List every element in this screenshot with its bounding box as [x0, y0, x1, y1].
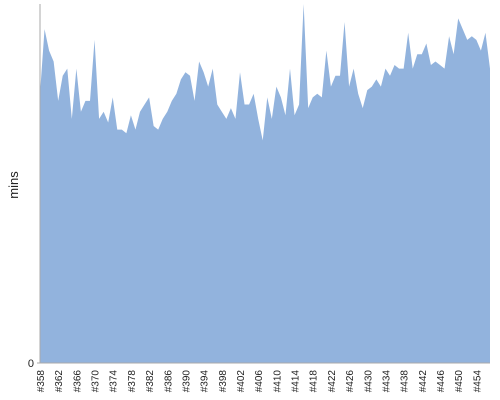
- x-tick-label: #390: [181, 370, 192, 393]
- x-tick-label: #374: [109, 370, 120, 393]
- x-tick-label: #410: [272, 370, 283, 393]
- x-tick-label: #414: [291, 370, 302, 393]
- x-tick-label: #430: [363, 370, 374, 393]
- y-axis-label: mins: [6, 171, 21, 199]
- x-tick-label: #362: [54, 370, 65, 393]
- x-tick-label: #394: [200, 370, 211, 393]
- x-tick-label: #446: [436, 370, 447, 393]
- x-tick-label: #426: [345, 370, 356, 393]
- x-tick-label: #358: [36, 370, 47, 393]
- x-tick-label: #398: [218, 370, 229, 393]
- x-tick-label: #434: [381, 370, 392, 393]
- x-tick-label: #382: [145, 370, 156, 393]
- x-tick-label: #450: [454, 370, 465, 393]
- x-tick-label: #406: [254, 370, 265, 393]
- x-tick-label: #366: [72, 370, 83, 393]
- x-tick-label: #438: [400, 370, 411, 393]
- x-tick-label: #442: [418, 370, 429, 393]
- x-tick-label: #386: [163, 370, 174, 393]
- x-tick-label: #418: [309, 370, 320, 393]
- area: [40, 4, 490, 363]
- x-tick-label: #422: [327, 370, 338, 393]
- x-tick-label: #378: [127, 370, 138, 393]
- x-tick-label: #402: [236, 370, 247, 393]
- x-tick-label: #454: [472, 370, 483, 393]
- x-tick-label: #370: [91, 370, 102, 393]
- y-tick-label: 0: [28, 358, 34, 370]
